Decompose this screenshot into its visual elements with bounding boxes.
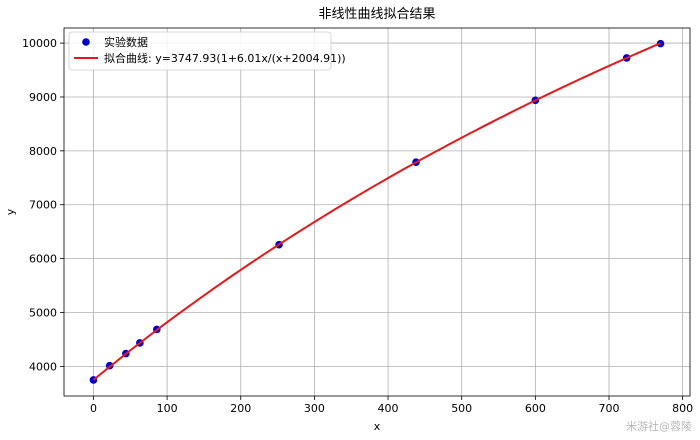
legend: 实验数据 拟合曲线: y=3747.93(1+6.01x/(x+2004.91)… <box>68 31 346 71</box>
x-tick-label: 800 <box>672 402 693 415</box>
chart-title: 非线性曲线拟合结果 <box>318 7 435 22</box>
x-tick-label: 100 <box>157 402 178 415</box>
plot-frame <box>63 27 691 397</box>
x-tick-label: 600 <box>525 402 546 415</box>
x-tick-label: 700 <box>598 402 619 415</box>
x-axis-label: x <box>374 420 381 433</box>
y-tick-label: 5000 <box>29 306 57 319</box>
legend-label-scatter: 实验数据 <box>104 35 148 49</box>
x-tick-label: 400 <box>378 402 399 415</box>
y-tick-label: 6000 <box>29 253 57 266</box>
x-tick-label: 200 <box>230 402 251 415</box>
y-tick-label: 9000 <box>29 91 57 104</box>
x-tick-label: 300 <box>304 402 325 415</box>
plot-area <box>89 39 665 384</box>
legend-marker-scatter <box>82 38 90 46</box>
watermark: 米游社@蓉陵 <box>626 420 692 433</box>
axes-ticks: 0 100 200 300 400 500 600 700 800 4000 5000 6000 700… <box>22 37 693 415</box>
y-tick-label: 4000 <box>29 360 57 373</box>
x-tick-label: 500 <box>451 402 472 415</box>
grid <box>64 28 690 396</box>
y-tick-label: 8000 <box>29 145 57 158</box>
y-axis-label: y <box>4 208 17 215</box>
legend-label-fit: 拟合曲线: y=3747.93(1+6.01x/(x+2004.91)) <box>104 51 346 65</box>
y-tick-label: 10000 <box>22 37 57 50</box>
fit-curve <box>92 42 661 381</box>
x-tick-label: 0 <box>90 402 97 415</box>
y-tick-label: 7000 <box>29 199 57 212</box>
legend-box <box>68 31 332 71</box>
